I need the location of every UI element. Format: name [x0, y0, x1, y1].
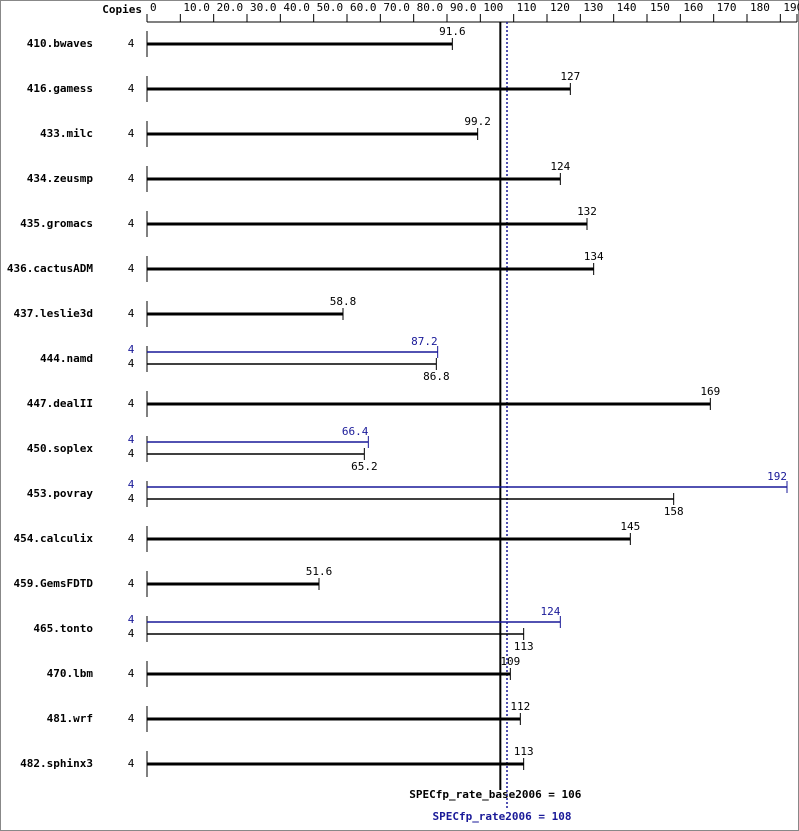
value-label: 113 [514, 745, 534, 758]
reference-label: SPECfp_rate2006 = 108 [432, 810, 571, 823]
value-label: 87.2 [411, 335, 438, 348]
copies-label: 4 [128, 343, 135, 356]
copies-label: 4 [128, 37, 135, 50]
reference-label: SPECfp_rate_base2006 = 106 [409, 788, 582, 801]
benchmark-label: 434.zeusmp [27, 172, 94, 185]
benchmark-label: 435.gromacs [20, 217, 93, 230]
x-tick-label: 180 [750, 1, 770, 14]
benchmark-label: 459.GemsFDTD [14, 577, 94, 590]
value-label: 124 [540, 605, 560, 618]
benchmark-label: 436.cactusADM [7, 262, 93, 275]
x-tick-label: 110 [517, 1, 537, 14]
value-label: 66.4 [342, 425, 369, 438]
value-label: 99.2 [464, 115, 491, 128]
x-tick-label: 40.0 [283, 1, 310, 14]
x-tick-label: 120 [550, 1, 570, 14]
copies-label: 4 [128, 262, 135, 275]
copies-label: 4 [128, 172, 135, 185]
benchmark-label: 447.dealII [27, 397, 93, 410]
value-label: 113 [514, 640, 534, 653]
benchmark-label: 410.bwaves [27, 37, 93, 50]
x-tick-label: 160 [683, 1, 703, 14]
copies-label: 4 [128, 397, 135, 410]
copies-label: 4 [128, 712, 135, 725]
copies-label: 4 [128, 478, 135, 491]
benchmark-label: 481.wrf [47, 712, 93, 725]
x-tick-label: 90.0 [450, 1, 477, 14]
value-label: 65.2 [351, 460, 378, 473]
x-tick-label: 80.0 [417, 1, 444, 14]
benchmark-label: 416.gamess [27, 82, 93, 95]
value-label: 124 [550, 160, 570, 173]
x-tick-label: 150 [650, 1, 670, 14]
x-tick-label: 60.0 [350, 1, 377, 14]
value-label: 58.8 [330, 295, 357, 308]
copies-label: 4 [128, 447, 135, 460]
copies-header: Copies [102, 3, 142, 16]
copies-label: 4 [128, 433, 135, 446]
benchmark-label: 470.lbm [47, 667, 94, 680]
copies-label: 4 [128, 357, 135, 370]
x-tick-label: 170 [717, 1, 737, 14]
value-label: 109 [500, 655, 520, 668]
value-label: 169 [700, 385, 720, 398]
x-tick-label: 70.0 [383, 1, 410, 14]
value-label: 158 [664, 505, 684, 518]
value-label: 127 [560, 70, 580, 83]
benchmark-label: 465.tonto [33, 622, 93, 635]
benchmark-label: 433.milc [40, 127, 93, 140]
x-tick-label: 0 [150, 1, 157, 14]
copies-label: 4 [128, 217, 135, 230]
copies-label: 4 [128, 127, 135, 140]
value-label: 145 [620, 520, 640, 533]
x-tick-label: 20.0 [217, 1, 244, 14]
x-tick-label: 130 [583, 1, 603, 14]
copies-label: 4 [128, 627, 135, 640]
x-tick-label: 30.0 [250, 1, 277, 14]
value-label: 51.6 [306, 565, 333, 578]
copies-label: 4 [128, 532, 135, 545]
value-label: 91.6 [439, 25, 466, 38]
value-label: 86.8 [423, 370, 450, 383]
copies-label: 4 [128, 307, 135, 320]
benchmark-label: 454.calculix [14, 532, 94, 545]
benchmark-label: 444.namd [40, 352, 93, 365]
copies-label: 4 [128, 667, 135, 680]
value-label: 134 [584, 250, 604, 263]
x-tick-label: 10.0 [183, 1, 210, 14]
copies-label: 4 [128, 613, 135, 626]
copies-label: 4 [128, 577, 135, 590]
copies-label: 4 [128, 492, 135, 505]
value-label: 112 [510, 700, 530, 713]
x-tick-label: 100 [483, 1, 503, 14]
x-tick-label: 140 [617, 1, 637, 14]
copies-label: 4 [128, 757, 135, 770]
benchmark-label: 437.leslie3d [14, 307, 93, 320]
value-label: 132 [577, 205, 597, 218]
value-label: 192 [767, 470, 787, 483]
benchmark-label: 450.soplex [27, 442, 94, 455]
copies-label: 4 [128, 82, 135, 95]
x-tick-label: 50.0 [317, 1, 344, 14]
benchmark-label: 482.sphinx3 [20, 757, 93, 770]
x-tick-label: 190 [783, 1, 799, 14]
benchmark-label: 453.povray [27, 487, 94, 500]
